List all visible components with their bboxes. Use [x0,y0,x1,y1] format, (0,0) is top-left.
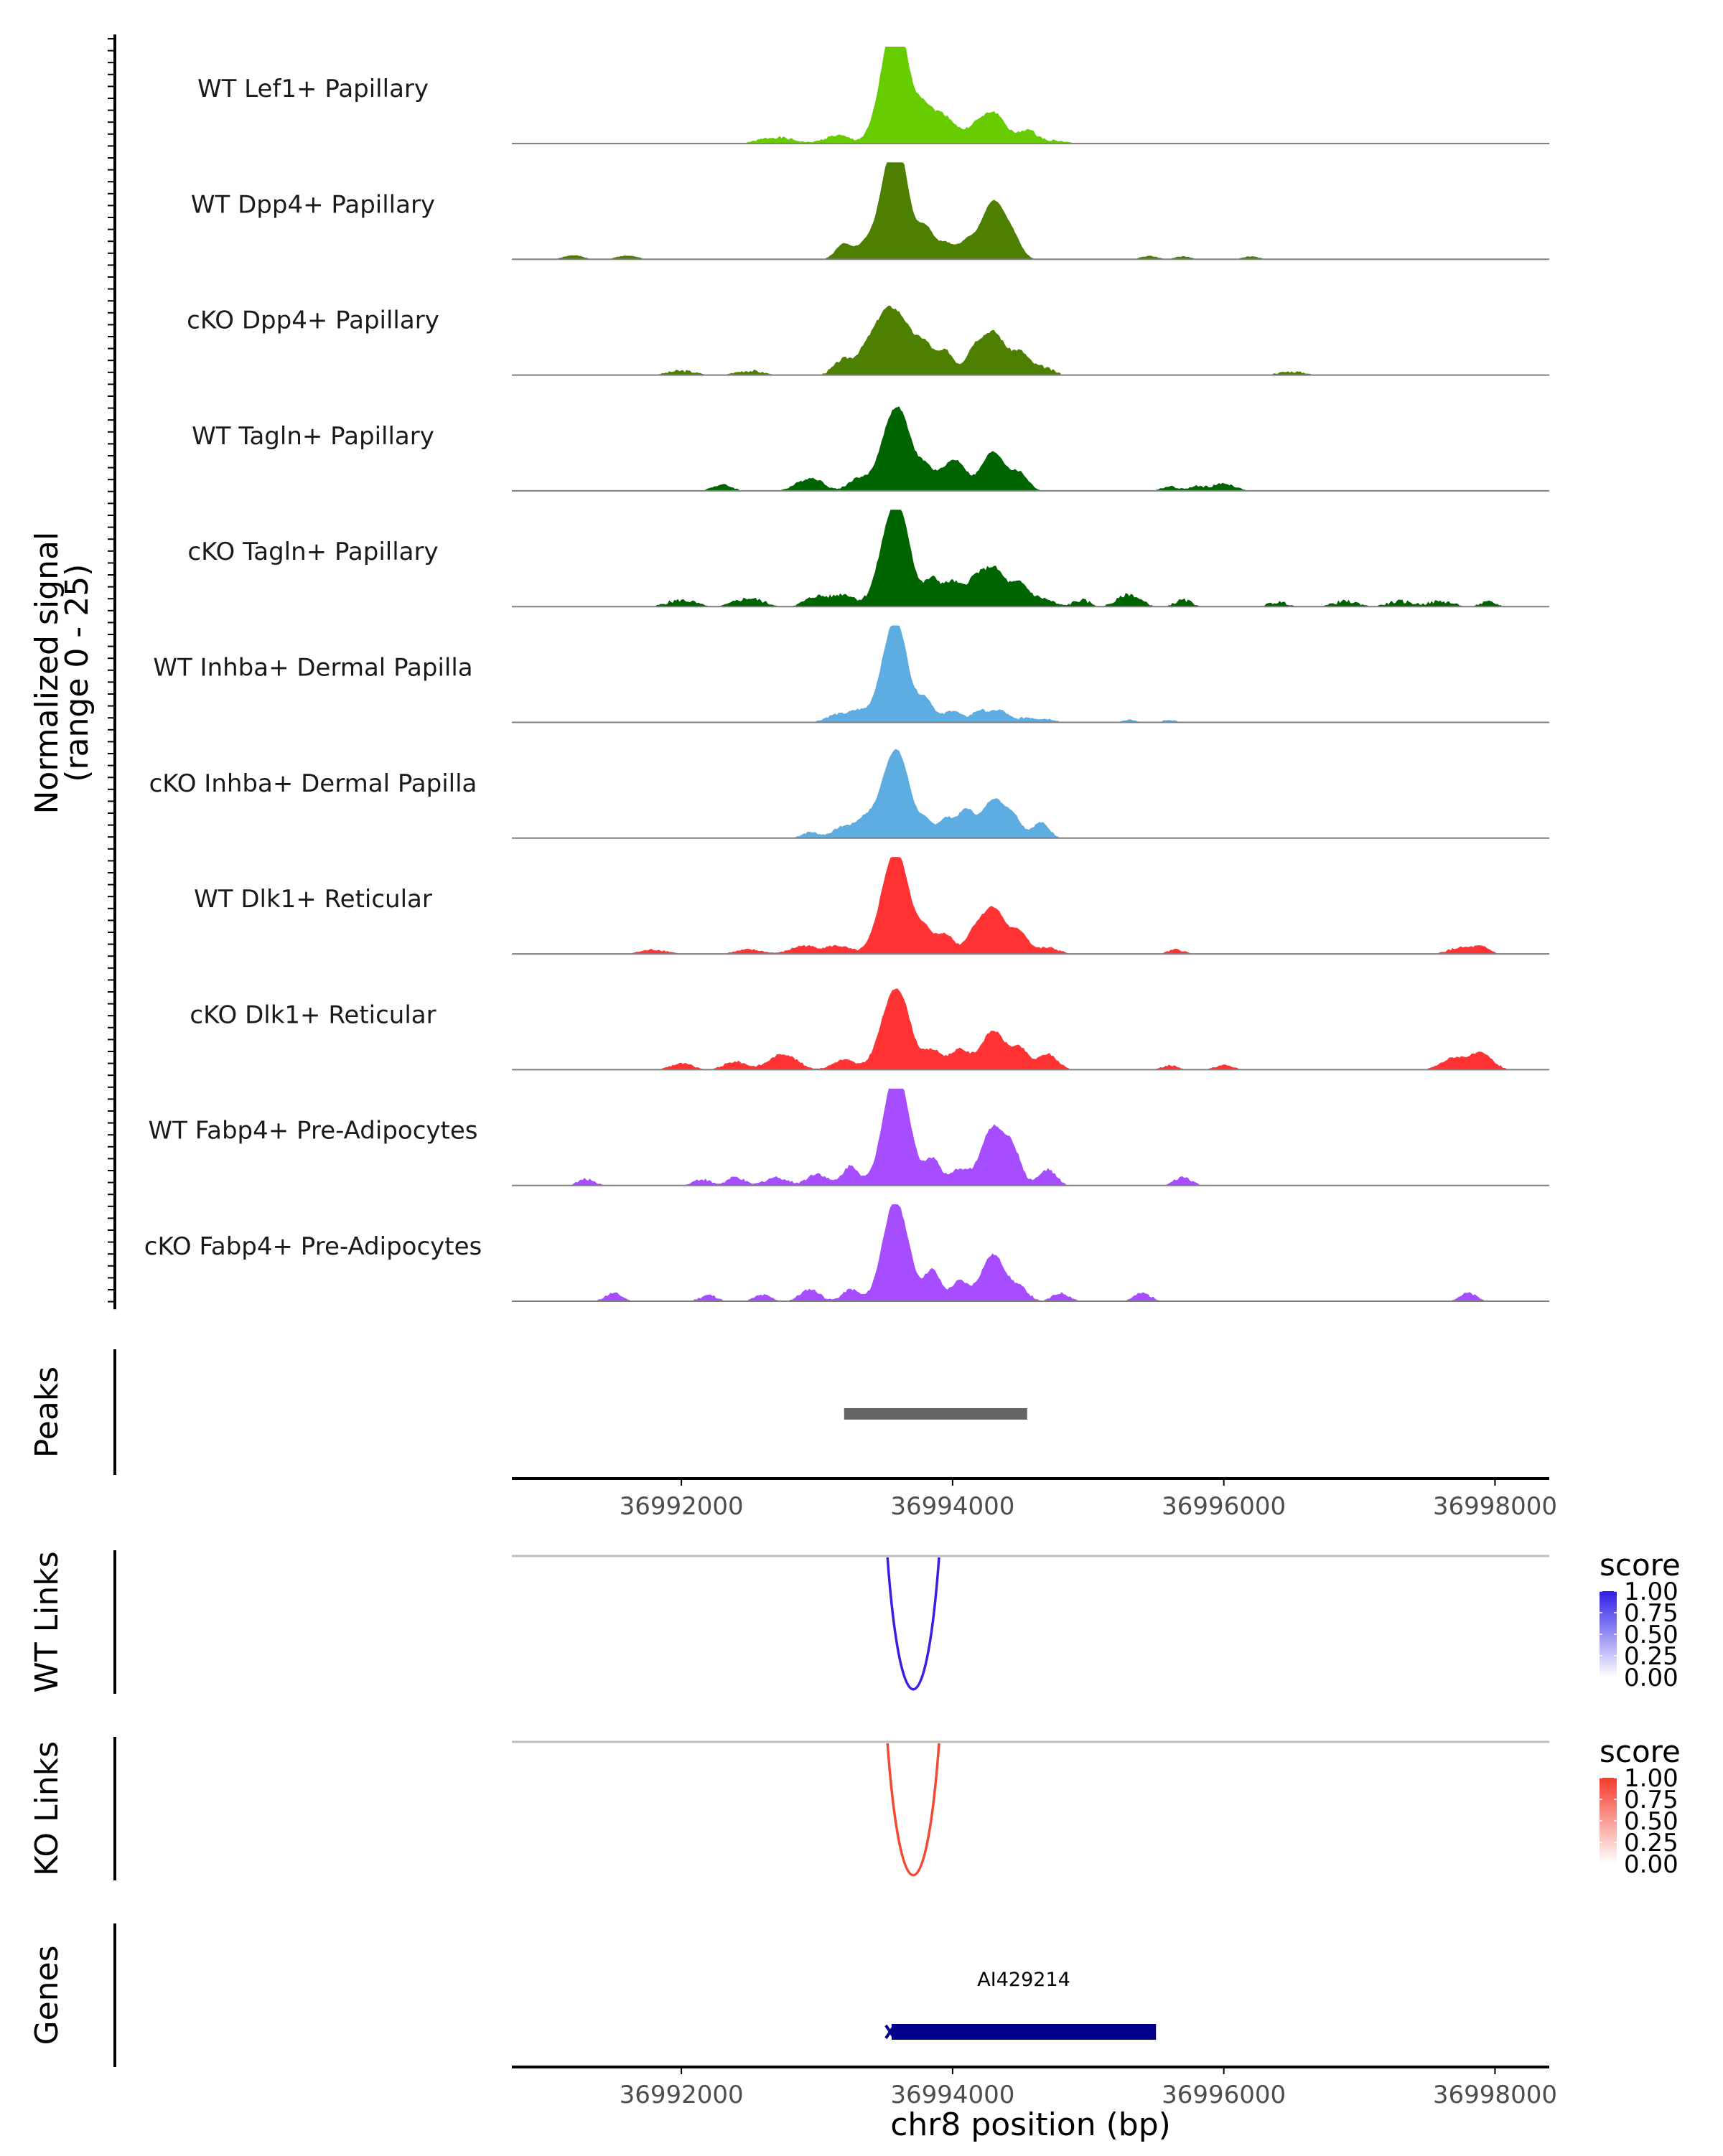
score-legend-title: score [1600,1547,1681,1583]
signal-coverage-area [512,857,1549,955]
score-legend-label: 0.00 [1624,1664,1678,1692]
signal-track: cKO Fabp4+ Pre-Adipocytes [144,1204,1549,1302]
signal-track: WT Dlk1+ Reticular [194,857,1549,955]
signal-coverage-area [512,1204,1549,1301]
signal-track-label: WT Fabp4+ Pre-Adipocytes [149,1117,478,1145]
signal-track-label: WT Dlk1+ Reticular [194,885,432,914]
signal-track: cKO Inhba+ Dermal Papilla [149,749,1549,839]
position-axis-tick-label: 36996000 [1162,1492,1286,1521]
gene-body-bar [891,2024,1157,2040]
signal-track-label: WT Tagln+ Papillary [192,422,434,451]
score-legend-label: 0.25 [1624,1829,1678,1857]
score-legend-label: 1.00 [1624,1764,1678,1793]
score-legend-label: 0.75 [1624,1599,1678,1628]
position-axis-title: chr8 position (bp) [890,2106,1171,2143]
gene-name-label: AI429214 [977,1969,1070,1991]
score-legend-label: 0.75 [1624,1786,1678,1814]
signal-coverage-area [512,305,1549,375]
score-legend-label: 0.50 [1624,1621,1678,1649]
position-axis-tick-label: 36998000 [1433,2081,1557,2109]
gene-model: AI429214 [884,1969,1157,2040]
signal-track-label: cKO Dlk1+ Reticular [190,1000,436,1029]
position-axis-tick-label: 36996000 [1162,2081,1286,2109]
genes-panel: Genes AI429214 36992000 36994000 36996000 369… [29,1923,1557,2143]
signal-coverage-area [512,47,1549,144]
signal-y-axis-label: Normalized signal [29,532,65,815]
peak-interval-bar [844,1408,1027,1420]
score-legend-label: 0.25 [1624,1642,1678,1671]
signal-coverage-area [512,625,1549,723]
position-axis-tick-label: 36994000 [890,2081,1014,2109]
signal-coverage-area [512,1088,1549,1186]
signal-track: cKO Tagln+ Papillary [187,510,1549,608]
links-panel-label: WT Links [29,1551,65,1692]
score-legend-title: score [1600,1734,1681,1769]
signal-coverage-area [512,162,1549,260]
position-axis-tick-label: 36994000 [890,1492,1014,1521]
signal-coverage-area [512,749,1549,838]
signal-track-label: cKO Fabp4+ Pre-Adipocytes [144,1232,482,1261]
signal-coverage-area [512,988,1549,1070]
peaks-panel: Peaks 36992000 36994000 36996000 36998000 [29,1349,1557,1521]
signal-track: WT Inhba+ Dermal Papilla [153,625,1549,723]
signal-track: WT Lef1+ Papillary [197,47,1549,144]
gene-strand-marker [884,2024,896,2040]
signal-track-label: WT Lef1+ Papillary [197,75,429,103]
score-legend-label: 1.00 [1624,1578,1678,1606]
link-arc [886,1557,940,1691]
signal-track-label: cKO Tagln+ Papillary [187,538,438,566]
signal-track: cKO Dlk1+ Reticular [190,988,1549,1071]
position-axis-tick-label: 36998000 [1433,1492,1557,1521]
score-legend-label: 0.00 [1624,1850,1678,1879]
link-arc [886,1743,940,1877]
signal-coverage-area [512,510,1549,607]
score-legend-label: 0.50 [1624,1807,1678,1836]
signal-track: cKO Dpp4+ Papillary [187,305,1549,376]
signal-track-label: cKO Inhba+ Dermal Papilla [149,769,477,798]
signal-coverage-area [512,406,1549,491]
links-panel-label: KO Links [29,1741,65,1876]
peaks-panel-label: Peaks [29,1367,65,1458]
genes-panel-label: Genes [29,1945,65,2045]
signal-track-label: WT Inhba+ Dermal Papilla [153,654,472,683]
signal-track: WT Dpp4+ Papillary [191,162,1549,261]
signal-track: WT Tagln+ Papillary [192,406,1549,492]
signal-track-label: cKO Dpp4+ Papillary [187,306,439,335]
signal-y-axis-range-label: (range 0 - 25) [59,564,95,782]
position-axis-tick-label: 36992000 [620,1492,744,1521]
position-axis-tick-label: 36992000 [620,2081,744,2109]
signal-panel: Normalized signal(range 0 - 25) WT Lef1+ … [29,34,1549,1310]
signal-track-label: WT Dpp4+ Papillary [191,190,435,219]
signal-track: WT Fabp4+ Pre-Adipocytes [149,1088,1549,1186]
